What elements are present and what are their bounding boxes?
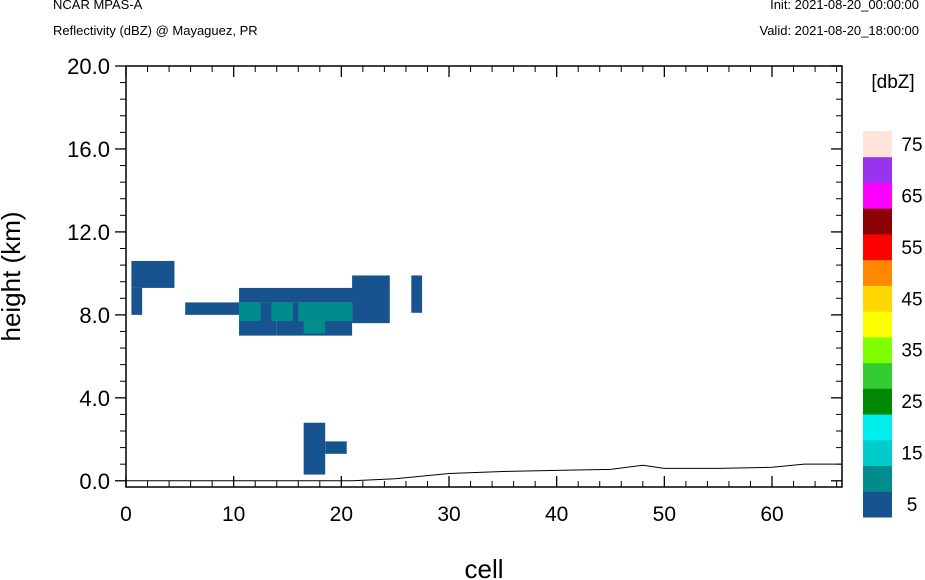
x-tick-label: 10 [222, 503, 245, 526]
reflectivity-cell [131, 287, 143, 315]
y-tick-label: 0.0 [79, 469, 110, 494]
colorbar-tick-label: 15 [901, 444, 922, 465]
reflectivity-cell [298, 302, 353, 322]
x-axis-label: cell [464, 554, 503, 580]
y-tick-label: 12.0 [67, 220, 110, 245]
colorbar-tick-label: 25 [901, 392, 922, 413]
colorbar-swatch [863, 208, 892, 235]
colorbar-tick-label: 75 [901, 135, 922, 156]
x-axis: 0 10 20 30 40 50 60 [120, 66, 838, 526]
reflectivity-cell [411, 275, 423, 313]
terrain-line [126, 463, 842, 482]
colorbar-swatch [863, 285, 892, 312]
colorbar-tick-label: 55 [901, 238, 922, 259]
field-title: Reflectivity (dBZ) @ Mayaguez, PR [53, 23, 258, 38]
init-time: Init: 2021-08-20_00:00:00 [770, 0, 919, 12]
colorbar-swatch [863, 233, 892, 261]
colorbar: 5 15 25 35 45 55 65 75 [863, 131, 923, 518]
reflectivity-cell [303, 321, 326, 334]
colorbar-swatch [863, 131, 892, 158]
colorbar-tick-label: 45 [901, 289, 922, 310]
x-tick-label: 40 [545, 503, 568, 526]
reflectivity-cell [303, 422, 326, 475]
reflectivity-cells [131, 260, 423, 475]
reflectivity-cell [185, 302, 240, 315]
colorbar-swatch [863, 311, 892, 338]
reflectivity-cell [271, 302, 293, 322]
colorbar-swatch [863, 362, 892, 389]
valid-time: Valid: 2021-08-20_18:00:00 [759, 23, 920, 38]
reflectivity-cell [239, 302, 261, 322]
y-tick-label: 16.0 [67, 137, 110, 162]
y-axis: 0.0 4.0 8.0 12.0 16.0 20.0 [67, 54, 842, 494]
colorbar-swatch [863, 414, 892, 441]
colorbar-swatch [863, 336, 892, 364]
x-tick-label: 0 [120, 503, 132, 526]
colorbar-swatch [863, 156, 892, 183]
reflectivity-cell [325, 441, 347, 454]
colorbar-tick-label: 5 [907, 495, 918, 516]
reflectivity-cell [352, 275, 390, 324]
y-axis-label: height (km) [0, 211, 26, 341]
x-tick-label: 20 [330, 503, 353, 526]
colorbar-swatch [863, 465, 892, 492]
colorbar-tick-label: 35 [901, 341, 922, 362]
colorbar-swatch [863, 439, 892, 467]
y-tick-label: 8.0 [79, 303, 110, 328]
x-tick-label: 30 [437, 503, 460, 526]
terrain-profile [126, 463, 842, 482]
plot-frame [125, 65, 843, 488]
colorbar-swatch [863, 388, 892, 415]
reflectivity-cell [131, 260, 175, 288]
model-title: NCAR MPAS-A [53, 0, 143, 12]
y-tick-label: 4.0 [79, 386, 110, 411]
colorbar-tick-label: 65 [901, 186, 922, 207]
y-tick-label: 20.0 [67, 54, 110, 79]
colorbar-swatch [863, 259, 892, 286]
colorbar-unit-label: [dbZ] [871, 72, 914, 93]
colorbar-swatch [863, 491, 892, 518]
x-tick-label: 50 [653, 503, 676, 526]
reflectivity-cell [239, 287, 363, 303]
x-tick-label: 60 [760, 503, 783, 526]
colorbar-swatch [863, 182, 892, 209]
